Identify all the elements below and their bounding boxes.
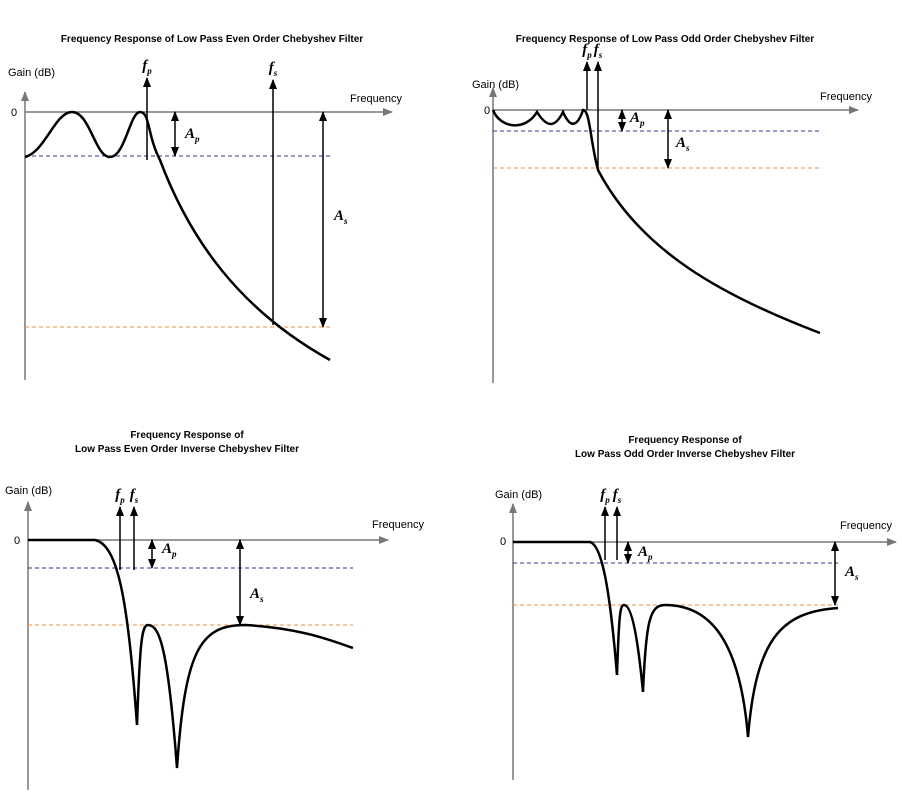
fp-label-symbol: f	[115, 487, 122, 503]
y-axis-label: Gain (dB)	[495, 489, 542, 501]
fs-label-symbol: f	[269, 60, 276, 76]
ap-label-subscript: p	[647, 552, 653, 562]
panel-title: Low Pass Even Order Inverse Chebyshev Fi…	[75, 444, 299, 455]
fs-label: fs	[130, 487, 139, 505]
ap-label: Ap	[184, 126, 200, 144]
ap-label-subscript: p	[639, 118, 645, 128]
fs-label-symbol: f	[130, 487, 137, 503]
fp-label: fp	[582, 42, 592, 60]
ap-label-symbol: A	[184, 126, 195, 142]
ap-label-symbol: A	[161, 541, 172, 557]
as-label-symbol: A	[249, 586, 260, 602]
fp-label: fp	[600, 487, 610, 505]
fs-label: fs	[269, 60, 278, 78]
as-label-subscript: s	[685, 143, 690, 153]
fp-label-symbol: f	[142, 58, 149, 74]
panel-title: Low Pass Odd Order Inverse Chebyshev Fil…	[575, 449, 795, 460]
y-axis-label: Gain (dB)	[8, 67, 55, 79]
as-label-subscript: s	[343, 216, 348, 226]
ap-label: Ap	[629, 110, 645, 128]
fs-label-subscript: s	[273, 68, 278, 78]
fs-label: fs	[613, 487, 622, 505]
fp-label-subscript: p	[586, 50, 592, 60]
as-label-symbol: A	[844, 564, 855, 580]
response-curve	[513, 540, 839, 738]
zero-label: 0	[11, 107, 17, 119]
ap-label-subscript: p	[194, 134, 200, 144]
fp-label-subscript: p	[604, 495, 610, 505]
as-label-symbol: A	[675, 135, 686, 151]
y-axis-label: Gain (dB)	[472, 79, 519, 91]
filter-panel: Frequency Response of Low Pass Odd Order …	[495, 435, 897, 780]
response-curve	[28, 538, 354, 769]
fp-label-symbol: f	[582, 42, 589, 58]
ap-label: Ap	[637, 544, 653, 562]
x-axis-label: Frequency	[820, 91, 872, 103]
panel-title: Frequency Response of Low Pass Odd Order…	[516, 34, 815, 45]
x-axis-label: Frequency	[350, 93, 402, 105]
ap-label-symbol: A	[637, 544, 648, 560]
as-label: As	[675, 135, 690, 153]
zero-label: 0	[14, 535, 20, 547]
zero-label: 0	[500, 536, 506, 548]
as-label: As	[249, 586, 264, 604]
fs-label-subscript: s	[134, 495, 139, 505]
as-label: As	[333, 208, 348, 226]
panel-title: Frequency Response of	[130, 430, 244, 441]
fs-label-subscript: s	[617, 495, 622, 505]
fp-label: fp	[115, 487, 125, 505]
fs-label-subscript: s	[598, 50, 603, 60]
as-label-symbol: A	[333, 208, 344, 224]
y-axis-label: Gain (dB)	[5, 485, 52, 497]
ap-label-symbol: A	[629, 110, 640, 126]
fp-label-subscript: p	[119, 495, 125, 505]
fp-label: fp	[142, 58, 152, 76]
ap-label: Ap	[161, 541, 177, 559]
as-label: As	[844, 564, 859, 582]
response-curve	[24, 110, 331, 362]
panel-title: Frequency Response of Low Pass Even Orde…	[61, 34, 363, 45]
ap-label-subscript: p	[171, 549, 177, 559]
as-label-subscript: s	[259, 594, 264, 604]
fs-label: fs	[594, 42, 603, 60]
filter-panel: Frequency Response of Low Pass Even Orde…	[8, 34, 402, 380]
as-label-subscript: s	[854, 572, 859, 582]
response-curve	[491, 108, 821, 335]
zero-label: 0	[484, 105, 490, 117]
fp-label-subscript: p	[146, 66, 152, 76]
fs-label-symbol: f	[594, 42, 601, 58]
filter-panel: Frequency Response of Low Pass Even Order…	[5, 430, 424, 790]
fs-label-symbol: f	[613, 487, 620, 503]
filter-panel: Frequency Response of Low Pass Odd Order…	[472, 34, 872, 383]
x-axis-label: Frequency	[372, 519, 424, 531]
panel-title: Frequency Response of	[628, 435, 742, 446]
fp-label-symbol: f	[600, 487, 607, 503]
x-axis-label: Frequency	[840, 520, 892, 532]
